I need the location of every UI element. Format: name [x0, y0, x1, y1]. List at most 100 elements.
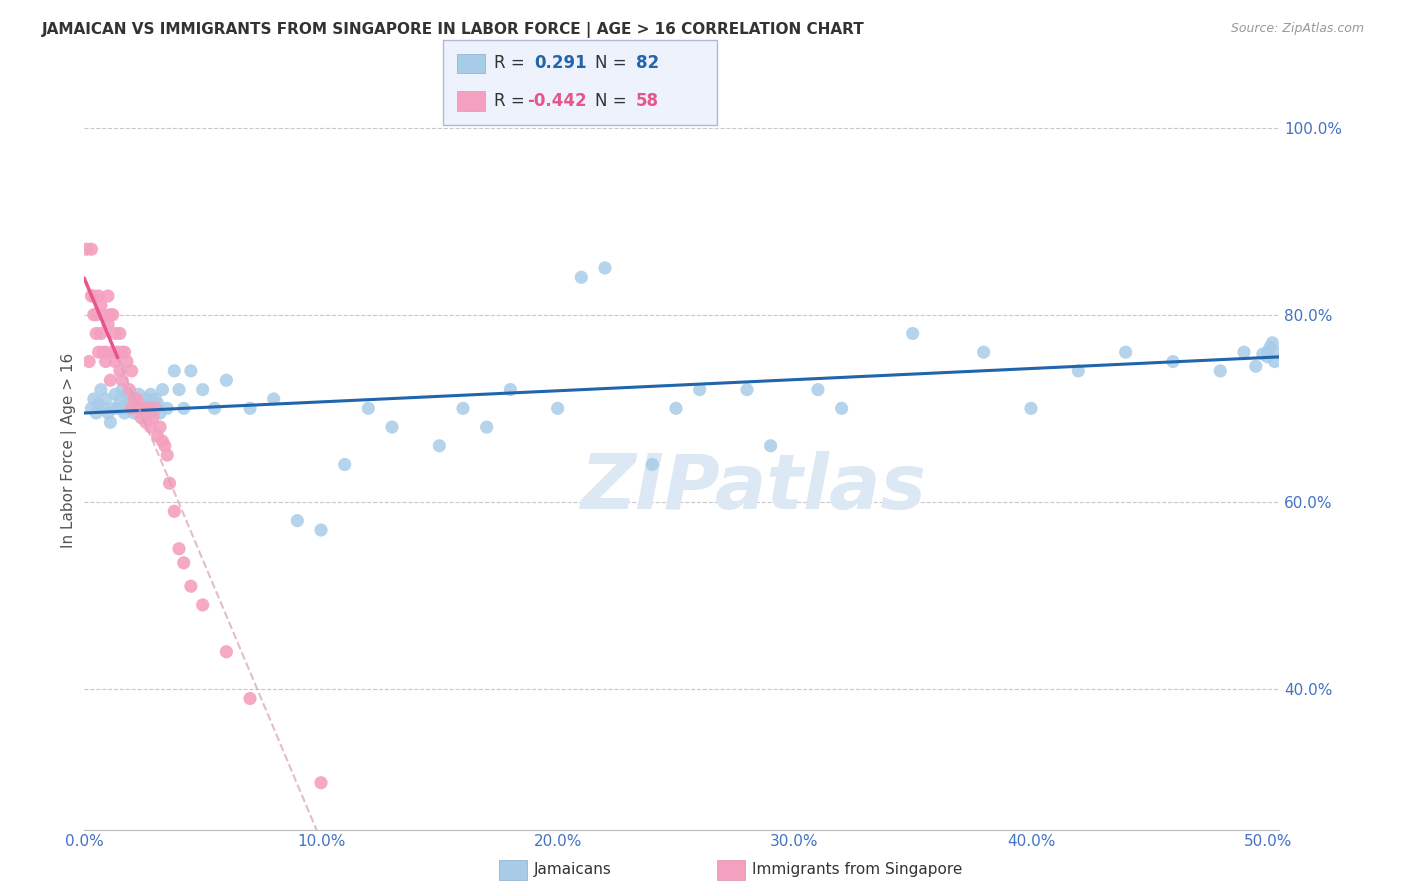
Point: [146, 397, 169, 411]
Point: [167, 383, 190, 397]
Point: [84, 308, 107, 322]
Point: [121, 401, 143, 416]
Point: [357, 401, 380, 416]
Point: [91, 345, 114, 359]
Point: [111, 373, 134, 387]
Text: Source: ZipAtlas.com: Source: ZipAtlas.com: [1230, 22, 1364, 36]
Text: 0.291: 0.291: [534, 54, 586, 72]
Text: JAMAICAN VS IMMIGRANTS FROM SINGAPORE IN LABOR FORCE | AGE > 16 CORRELATION CHAR: JAMAICAN VS IMMIGRANTS FROM SINGAPORE IN…: [42, 22, 865, 38]
Point: [139, 420, 162, 434]
Point: [1209, 364, 1232, 378]
Point: [135, 416, 157, 430]
Point: [146, 429, 169, 443]
Point: [973, 345, 995, 359]
Point: [285, 514, 308, 528]
Point: [641, 458, 664, 472]
Point: [87, 289, 110, 303]
Point: [84, 326, 107, 341]
Point: [159, 476, 181, 491]
Point: [263, 392, 285, 406]
Point: [84, 406, 107, 420]
Point: [114, 406, 136, 420]
Point: [689, 383, 711, 397]
Point: [111, 345, 134, 359]
Point: [180, 364, 202, 378]
Point: [104, 354, 127, 368]
Point: [111, 401, 134, 416]
Text: R =: R =: [494, 54, 524, 72]
Text: N =: N =: [595, 54, 626, 72]
Point: [215, 373, 238, 387]
Point: [90, 326, 112, 341]
Point: [1257, 345, 1279, 359]
Point: [107, 345, 129, 359]
Point: [309, 776, 332, 790]
Point: [108, 326, 131, 341]
Point: [156, 401, 179, 416]
Point: [309, 523, 332, 537]
Point: [128, 387, 150, 401]
Point: [108, 364, 131, 378]
Text: R =: R =: [494, 92, 524, 110]
Point: [80, 242, 103, 256]
Point: [97, 406, 120, 420]
Point: [121, 401, 143, 416]
Text: ZIPatlas: ZIPatlas: [581, 451, 927, 525]
Point: [115, 387, 138, 401]
Point: [83, 392, 105, 406]
Point: [94, 345, 117, 359]
Point: [499, 383, 522, 397]
Point: [122, 392, 145, 406]
Point: [125, 392, 148, 406]
Point: [100, 416, 122, 430]
Point: [831, 401, 853, 416]
Point: [139, 387, 162, 401]
Point: [593, 260, 616, 275]
Point: [91, 401, 114, 416]
Point: [142, 406, 165, 420]
Point: [901, 326, 924, 341]
Point: [132, 401, 155, 416]
Point: [191, 598, 214, 612]
Point: [136, 401, 159, 416]
Point: [665, 401, 688, 416]
Text: -0.442: -0.442: [527, 92, 586, 110]
Point: [136, 401, 159, 416]
Point: [104, 387, 127, 401]
Point: [156, 448, 179, 462]
Point: [128, 401, 150, 416]
Point: [1161, 354, 1184, 368]
Point: [83, 289, 105, 303]
Point: [143, 392, 166, 406]
Point: [76, 242, 98, 256]
Point: [77, 354, 100, 368]
Point: [100, 308, 122, 322]
Point: [167, 541, 190, 556]
Point: [91, 308, 114, 322]
Point: [115, 397, 138, 411]
Point: [115, 354, 138, 368]
Point: [1261, 335, 1284, 350]
Point: [118, 383, 141, 397]
Point: [83, 308, 105, 322]
Point: [239, 401, 262, 416]
Point: [163, 504, 186, 518]
Point: [333, 458, 356, 472]
Point: [152, 434, 174, 449]
Point: [107, 401, 129, 416]
Point: [239, 691, 262, 706]
Point: [475, 420, 498, 434]
Point: [1019, 401, 1042, 416]
Point: [111, 383, 134, 397]
Point: [1258, 341, 1281, 355]
Text: Immigrants from Singapore: Immigrants from Singapore: [752, 863, 963, 877]
Point: [807, 383, 830, 397]
Point: [569, 270, 592, 285]
Point: [122, 406, 145, 420]
Point: [125, 392, 148, 406]
Point: [163, 364, 186, 378]
Text: 58: 58: [636, 92, 658, 110]
Point: [1233, 345, 1256, 359]
Point: [108, 392, 131, 406]
Point: [125, 401, 148, 416]
